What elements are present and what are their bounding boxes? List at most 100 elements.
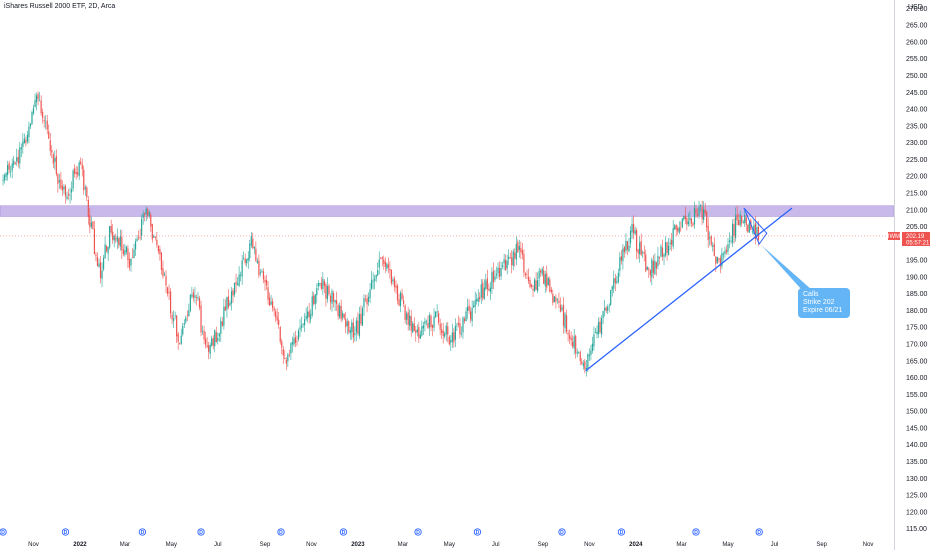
- candle-body: [730, 240, 732, 242]
- candle-body: [32, 107, 35, 114]
- candle-body: [567, 332, 569, 335]
- candle-body: [311, 296, 313, 316]
- candle-body: [570, 337, 572, 341]
- candle-body: [550, 289, 552, 293]
- time-tick-label: May: [166, 542, 177, 548]
- candle-body: [209, 344, 211, 354]
- candle-body: [527, 276, 530, 282]
- candle-body: [427, 322, 429, 329]
- candle-body: [194, 295, 196, 298]
- candle-body: [78, 162, 80, 177]
- candle-body: [319, 283, 321, 285]
- candle-body: [23, 138, 25, 144]
- ticker-badge: [888, 231, 900, 240]
- candle-body: [168, 291, 170, 293]
- candle-body: [422, 325, 424, 329]
- dividend-marker-icon: [414, 528, 422, 536]
- candle-body: [186, 315, 188, 316]
- candle-body: [439, 323, 441, 330]
- candle-body: [13, 160, 15, 165]
- candle-body: [37, 93, 39, 100]
- candle-body: [366, 298, 368, 305]
- candle-body: [390, 269, 393, 284]
- candle-body: [253, 246, 255, 249]
- candle-body: [349, 330, 351, 334]
- candle-body: [735, 215, 737, 238]
- time-axis[interactable]: Nov 2022 Mar May Jul Sep Nov 2023 Mar May Jul Sep No…: [28, 542, 873, 548]
- candle-body: [491, 272, 493, 290]
- candle-body: [613, 278, 615, 289]
- candle-body: [611, 286, 613, 291]
- candle-body: [672, 228, 674, 247]
- candle-body: [719, 258, 721, 267]
- candle-body: [31, 112, 33, 125]
- candle-body: [232, 290, 234, 296]
- candle-body: [101, 270, 103, 279]
- candle-body: [69, 194, 71, 196]
- candle-body: [109, 226, 111, 248]
- candle-body: [307, 311, 309, 318]
- candle-body: [159, 249, 161, 255]
- candle-body: [334, 300, 336, 303]
- candle-body: [371, 279, 373, 289]
- candle-body: [530, 284, 533, 287]
- candle-body: [351, 322, 353, 333]
- candle-body: [636, 230, 638, 252]
- candle-body: [460, 333, 463, 335]
- candle-body: [482, 282, 484, 299]
- dividend-marker-icon: [61, 528, 70, 536]
- candle-body: [221, 321, 223, 326]
- candle-body: [646, 266, 648, 270]
- candle-body: [479, 296, 481, 300]
- candle-body: [259, 272, 262, 274]
- candle-body: [454, 325, 456, 340]
- candle-body: [520, 247, 522, 252]
- time-tick-label: Nov: [306, 542, 317, 548]
- candle-body: [206, 345, 208, 348]
- candle-body: [14, 162, 16, 164]
- candle-body: [404, 305, 406, 320]
- candle-body: [620, 256, 622, 261]
- candle-body: [742, 221, 744, 223]
- price-tick-label: 130.00: [906, 476, 928, 483]
- candle-body: [584, 361, 586, 370]
- candle-body: [494, 276, 496, 280]
- candle-body: [523, 253, 525, 273]
- candle-body: [104, 244, 106, 259]
- candle-body: [240, 274, 242, 276]
- candle-body: [52, 154, 54, 164]
- candle-body: [457, 323, 460, 325]
- time-tick-label: Jul: [771, 542, 779, 548]
- candle-body: [725, 249, 728, 253]
- candle-body: [588, 355, 591, 357]
- price-tick-label: 245.00: [906, 90, 928, 97]
- candle-body: [43, 120, 45, 122]
- candle-body: [42, 112, 44, 118]
- candle-body: [256, 260, 258, 263]
- candle-body: [582, 363, 584, 367]
- candle-body: [70, 189, 73, 193]
- price-axis[interactable]: 115.00 120.00 125.00 130.00 135.00 140.00 145.…: [906, 6, 928, 533]
- candle-body: [198, 298, 201, 308]
- candle-body: [305, 315, 307, 320]
- candle-body: [561, 307, 563, 310]
- candle-body: [393, 278, 396, 287]
- candle-body: [361, 308, 364, 326]
- candle-body: [322, 278, 324, 289]
- candle-body: [643, 252, 645, 255]
- candle-body: [60, 179, 62, 189]
- candle-body: [16, 157, 18, 162]
- candle-body: [421, 326, 423, 336]
- candle-body: [559, 304, 562, 312]
- candle-body: [610, 290, 612, 305]
- candle-body: [434, 311, 437, 318]
- candle-body: [192, 292, 195, 298]
- candle-body: [99, 262, 102, 279]
- candle-body: [255, 248, 257, 261]
- candle-body: [466, 306, 469, 311]
- candle-body: [381, 257, 383, 259]
- candle-body: [173, 318, 175, 321]
- dividend-marker-icon: [197, 528, 205, 536]
- candle-body: [756, 227, 758, 237]
